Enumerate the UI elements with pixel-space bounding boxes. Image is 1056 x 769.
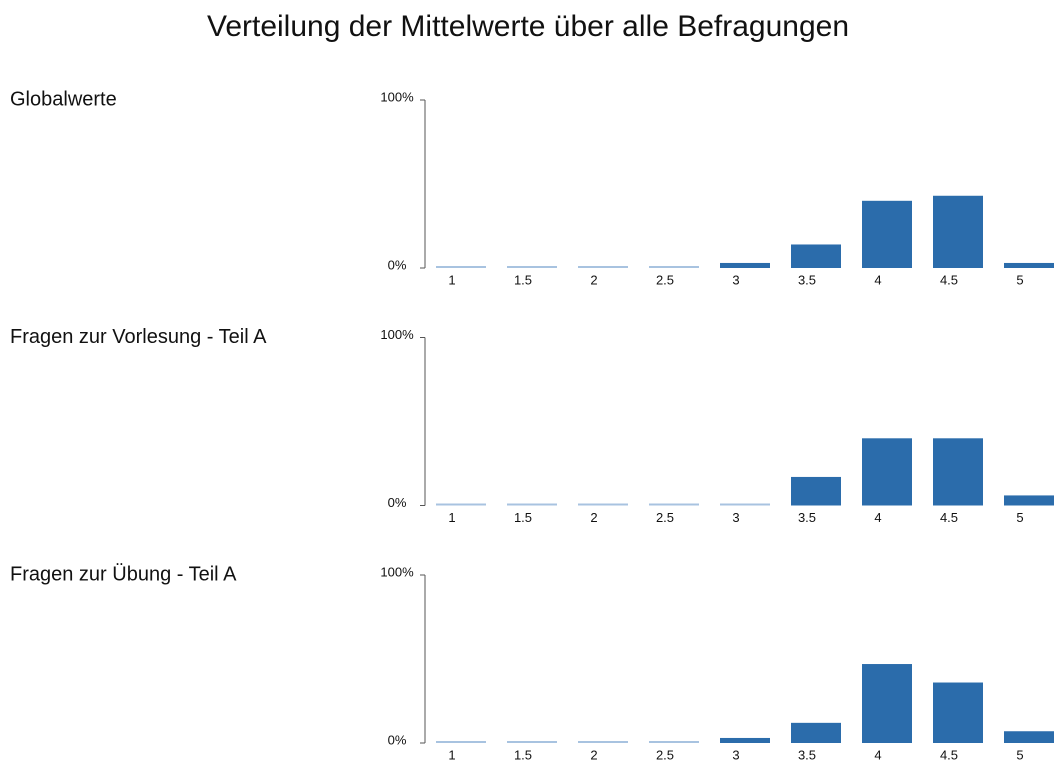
bar [649, 266, 699, 268]
bar [862, 438, 912, 506]
x-tick-label: 3.5 [798, 747, 816, 762]
x-tick-label: 3.5 [798, 510, 816, 525]
y-tick-label: 0% [388, 257, 407, 272]
bar [578, 266, 628, 268]
bar [1004, 262, 1054, 268]
section-title: Fragen zur Übung - Teil A [10, 563, 237, 585]
x-tick-label: 2 [590, 272, 597, 287]
x-tick-label: 2 [590, 510, 597, 525]
x-tick-label: 1 [448, 272, 455, 287]
bar [720, 262, 770, 268]
bar [862, 200, 912, 268]
bar [933, 195, 983, 268]
x-tick-label: 4 [874, 510, 881, 525]
bar [791, 722, 841, 743]
x-tick-label: 4 [874, 272, 881, 287]
section-title: Fragen zur Vorlesung - Teil A [10, 326, 267, 348]
x-tick-label: 5 [1016, 510, 1023, 525]
x-tick-label: 5 [1016, 747, 1023, 762]
x-tick-label: 1.5 [514, 272, 532, 287]
x-tick-label: 1.5 [514, 510, 532, 525]
x-tick-label: 1 [448, 510, 455, 525]
x-tick-label: 2.5 [656, 510, 674, 525]
page-title: Verteilung der Mittelwerte über alle Bef… [207, 10, 849, 43]
bar [649, 741, 699, 743]
x-tick-label: 2.5 [656, 747, 674, 762]
y-tick-label: 100% [380, 89, 414, 104]
bar [436, 741, 486, 743]
bar [720, 737, 770, 743]
x-tick-label: 5 [1016, 272, 1023, 287]
bar [933, 682, 983, 743]
bar [862, 664, 912, 743]
x-tick-label: 3.5 [798, 272, 816, 287]
x-tick-label: 4.5 [940, 272, 958, 287]
bar [791, 244, 841, 268]
y-tick-label: 100% [380, 327, 414, 342]
y-tick-label: 100% [380, 564, 414, 579]
bar [507, 741, 557, 743]
bar [1004, 495, 1054, 506]
x-tick-label: 4.5 [940, 747, 958, 762]
bar [507, 266, 557, 268]
bar [436, 266, 486, 268]
x-tick-label: 3 [732, 510, 739, 525]
bar [1004, 731, 1054, 743]
x-tick-label: 2 [590, 747, 597, 762]
x-tick-label: 4 [874, 747, 881, 762]
section-title: Globalwerte [10, 88, 117, 110]
y-tick-label: 0% [388, 732, 407, 747]
bar [578, 741, 628, 743]
bar [791, 476, 841, 506]
bar [507, 503, 557, 506]
x-tick-label: 3 [732, 747, 739, 762]
x-tick-label: 1 [448, 747, 455, 762]
x-tick-label: 4.5 [940, 510, 958, 525]
bar [578, 503, 628, 506]
y-tick-label: 0% [388, 495, 407, 510]
bar [933, 438, 983, 506]
x-tick-label: 3 [732, 272, 739, 287]
x-tick-label: 1.5 [514, 747, 532, 762]
bar [720, 503, 770, 506]
bar [649, 503, 699, 506]
x-tick-label: 2.5 [656, 272, 674, 287]
bar [436, 503, 486, 506]
